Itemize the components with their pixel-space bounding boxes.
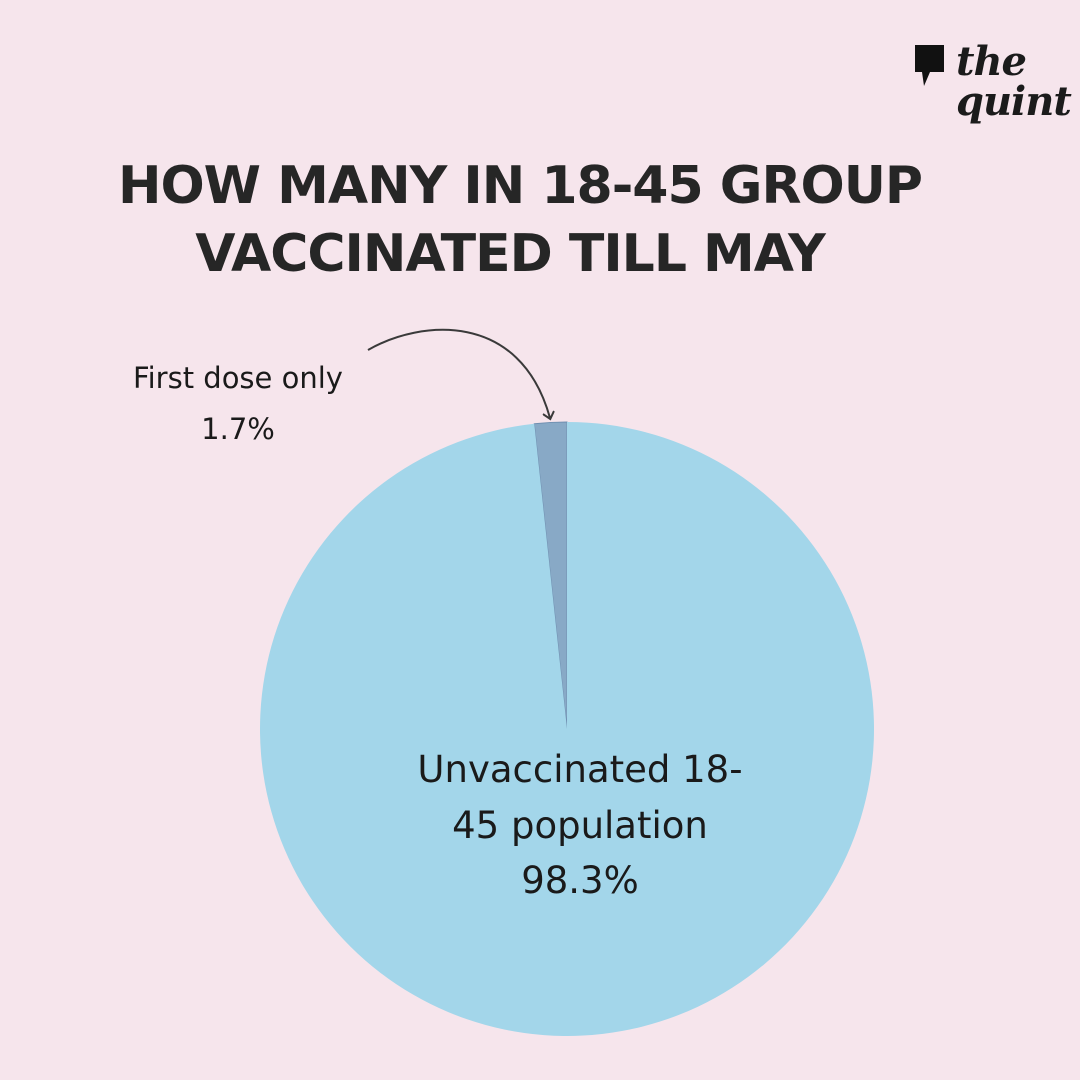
slice-label-first-dose: First dose only 1.7%: [108, 353, 368, 455]
pie-slice-unvaccinated: [260, 422, 875, 1037]
callout-arrow: [367, 328, 550, 418]
slice-label-first-dose-name: First dose only: [133, 361, 343, 395]
slice-label-unvaccinated: Unvaccinated 18- 45 population 98.3%: [395, 742, 765, 909]
chart-title-line-1: HOW MANY IN 18-45 GROUP: [117, 156, 923, 216]
slice-label-unvaccinated-line-2: 45 population: [452, 803, 708, 847]
pie-slices: [260, 421, 875, 1037]
brand-name-line-1: the: [956, 38, 1027, 85]
slice-label-first-dose-value: 1.7%: [201, 411, 275, 446]
speech-bubble-icon: [915, 45, 944, 86]
pie-slice-first-dose: [533, 421, 568, 730]
chart-title-line-2: VACCINATED TILL MAY: [195, 224, 825, 284]
slice-label-unvaccinated-line-1: Unvaccinated 18-: [417, 748, 743, 791]
brand-name-line-2: quint: [956, 78, 1072, 125]
brand-logo: the quint: [912, 36, 1072, 136]
slice-label-unvaccinated-value: 98.3%: [521, 859, 639, 902]
